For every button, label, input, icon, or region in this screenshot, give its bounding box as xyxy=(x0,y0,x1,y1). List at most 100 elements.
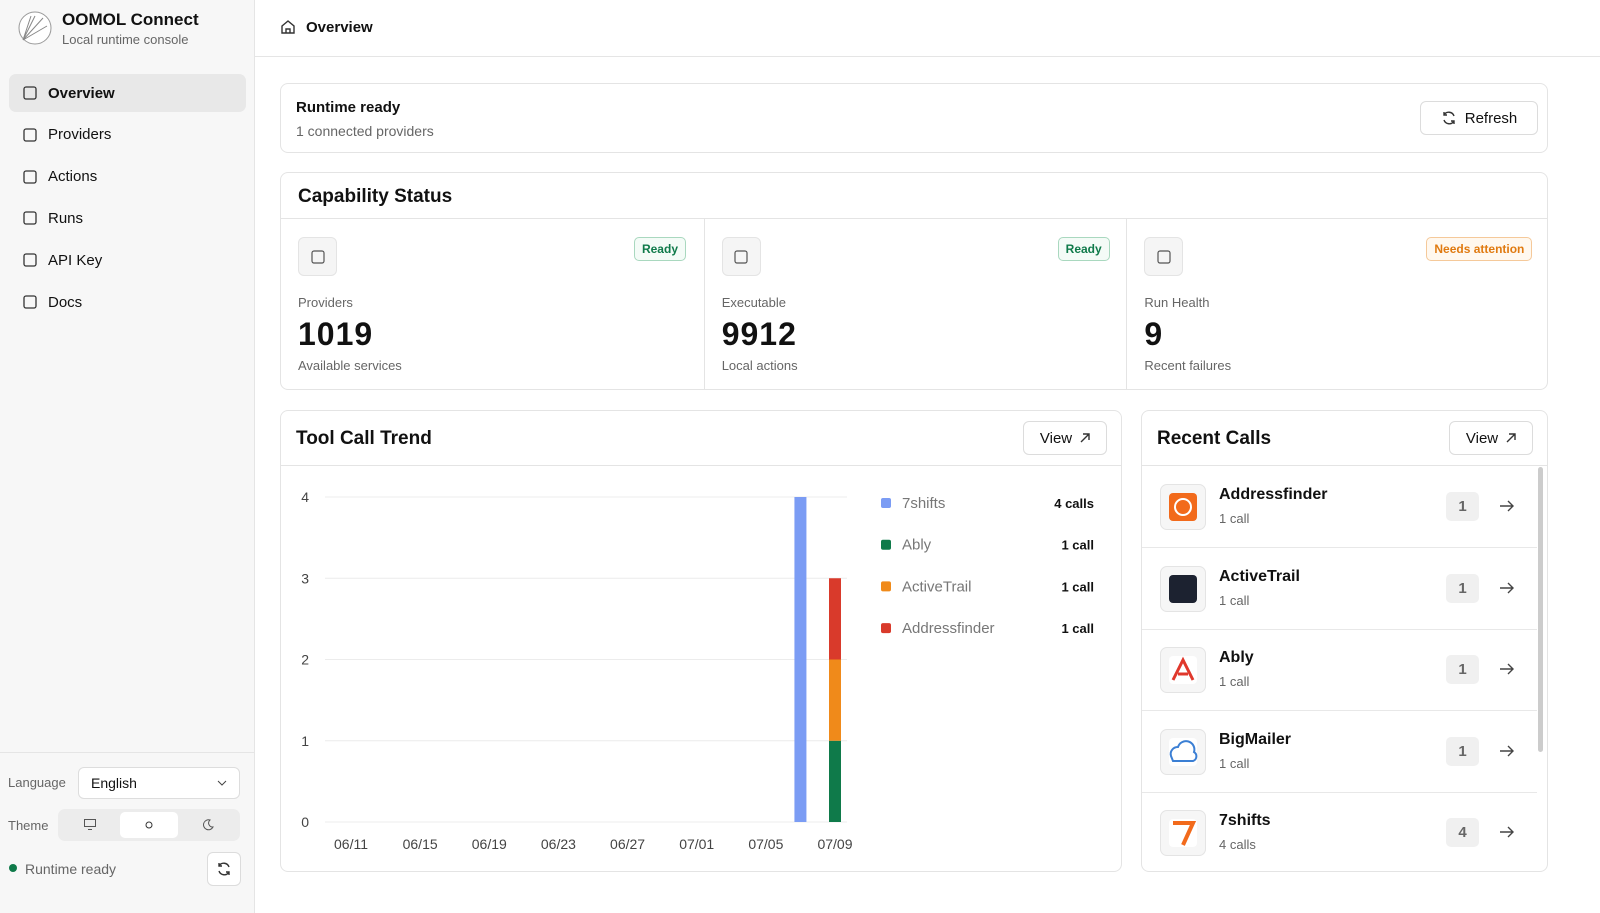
open-arrow[interactable] xyxy=(1499,581,1515,600)
capability-item: Ready Providers 1019 Available services xyxy=(281,219,703,389)
language-label: Language xyxy=(8,775,66,790)
nav-label: Actions xyxy=(48,168,98,186)
capability-badge: Needs attention xyxy=(1426,237,1533,261)
legend-value: 1 call xyxy=(1061,621,1094,636)
theme-switch xyxy=(58,809,240,841)
open-arrow[interactable] xyxy=(1499,744,1515,763)
chart: 0 1 2 3 4 06/11 06/15 06/19 06/23 06/27 07/01 07/05… xyxy=(301,489,1094,852)
capability-caption: Local actions xyxy=(721,358,798,373)
language-select[interactable]: English xyxy=(78,767,240,799)
open-arrow[interactable] xyxy=(1499,662,1515,681)
nav-item[interactable]: Docs xyxy=(9,283,246,321)
y-tick-label: 4 xyxy=(301,489,309,505)
recent-view-label: View xyxy=(1465,429,1499,447)
refresh-status[interactable] xyxy=(207,852,241,886)
x-tick-label: 06/15 xyxy=(403,836,438,852)
recent-count: 1 xyxy=(1446,492,1479,521)
theme-light[interactable] xyxy=(120,812,178,838)
recent-item[interactable]: BigMailer 1 call 1 xyxy=(1142,711,1537,793)
language-value: English xyxy=(91,775,137,791)
recent-name: Ably xyxy=(1219,649,1254,666)
trend-title: Tool Call Trend xyxy=(296,428,432,449)
recent-sub: 4 calls xyxy=(1219,837,1256,852)
legend-swatch xyxy=(881,581,891,592)
provider-logo xyxy=(1160,810,1206,856)
recent-name: Addressfinder xyxy=(1219,486,1328,503)
legend-label: ActiveTrail xyxy=(902,578,971,595)
runtime-card: Runtime ready 1 connected providers Refr… xyxy=(280,83,1548,153)
theme-dark[interactable] xyxy=(202,819,214,831)
capability-item: Needs attention Run Health 9 Recent failure… xyxy=(1126,219,1549,389)
provider-logo xyxy=(1160,484,1206,530)
capability-label: Executable xyxy=(721,295,787,310)
capability-icon xyxy=(1144,237,1184,276)
y-tick-label: 3 xyxy=(301,570,309,586)
x-tick-label: 07/05 xyxy=(748,836,783,852)
provider-logo xyxy=(1160,728,1206,775)
y-tick-label: 0 xyxy=(301,814,309,830)
recent-item[interactable]: 7shifts 4 calls 4 xyxy=(1142,792,1537,871)
x-tick-label: 06/27 xyxy=(610,836,645,852)
recent-view[interactable]: View xyxy=(1449,421,1533,455)
recent-item[interactable]: ActiveTrail 1 call 1 xyxy=(1142,548,1537,630)
open-arrow[interactable] xyxy=(1499,825,1515,844)
capability-title: Capability Status xyxy=(298,186,453,207)
provider-logo xyxy=(1160,647,1206,693)
sidebar: OOMOL Connect Local runtime console Over… xyxy=(0,0,255,913)
nav-label: Docs xyxy=(48,293,83,311)
theme-system[interactable] xyxy=(84,819,96,830)
legend-label: Ably xyxy=(902,537,932,554)
recent-name: BigMailer xyxy=(1219,730,1292,748)
y-tick-label: 1 xyxy=(301,733,309,749)
capability-caption: Available services xyxy=(298,358,402,373)
bar-segment xyxy=(794,497,807,822)
recent-count: 1 xyxy=(1446,736,1479,766)
legend-swatch xyxy=(881,498,891,508)
capability-label: Providers xyxy=(298,295,353,310)
recent-title: Recent Calls xyxy=(1157,428,1272,449)
nav-item[interactable]: Providers xyxy=(9,116,246,154)
nav-label: Overview xyxy=(48,84,115,102)
nav-label: Providers xyxy=(48,126,112,144)
recent-item[interactable]: Addressfinder 1 call 1 xyxy=(1142,466,1537,548)
bar-segment xyxy=(829,578,841,660)
nav-item[interactable]: API Key xyxy=(9,241,246,279)
capability-label: Run Health xyxy=(1144,295,1210,310)
recent-item[interactable]: Ably 1 call 1 xyxy=(1142,629,1537,711)
capability-item: Ready Executable 9912 Local actions xyxy=(703,219,1127,389)
x-tick-label: 06/23 xyxy=(541,836,576,852)
legend-value: 1 call xyxy=(1061,538,1094,553)
page-title: Overview xyxy=(306,19,373,36)
recent-sub: 1 call xyxy=(1219,592,1250,608)
bar-segment xyxy=(829,659,841,741)
provider-logo xyxy=(1160,565,1206,612)
legend-value: 1 call xyxy=(1061,579,1094,594)
open-arrow[interactable] xyxy=(1499,499,1515,518)
theme-label: Theme xyxy=(8,818,49,833)
logo xyxy=(18,11,52,45)
trend-view[interactable]: View xyxy=(1023,421,1107,455)
topbar: Overview xyxy=(255,0,1600,57)
refresh-button[interactable]: Refresh xyxy=(1420,101,1538,135)
nav-item[interactable]: Actions xyxy=(9,158,246,196)
capability-caption: Recent failures xyxy=(1144,358,1232,373)
status: Runtime ready xyxy=(25,861,117,877)
nav-item[interactable]: Overview xyxy=(9,74,246,112)
refresh-label: Refresh xyxy=(1464,109,1518,127)
capability-card: Capability Status Ready Providers 1019 Avai… xyxy=(280,172,1548,390)
recent-sub: 1 call xyxy=(1219,511,1250,526)
bar-segment xyxy=(829,740,841,822)
recent-name: 7shifts xyxy=(1219,812,1271,829)
recent-count: 4 xyxy=(1446,818,1479,847)
capability-badge: Ready xyxy=(633,237,686,261)
capability-value: 9 xyxy=(1144,316,1164,352)
recent-count: 1 xyxy=(1446,573,1479,603)
nav-item[interactable]: Runs xyxy=(9,199,246,237)
legend-swatch xyxy=(881,623,891,634)
x-tick-label: 07/01 xyxy=(679,836,714,852)
capability-icon xyxy=(721,237,761,276)
legend-label: Addressfinder xyxy=(902,620,995,637)
recent-name: ActiveTrail xyxy=(1219,567,1300,585)
recent-sub: 1 call xyxy=(1219,674,1250,689)
